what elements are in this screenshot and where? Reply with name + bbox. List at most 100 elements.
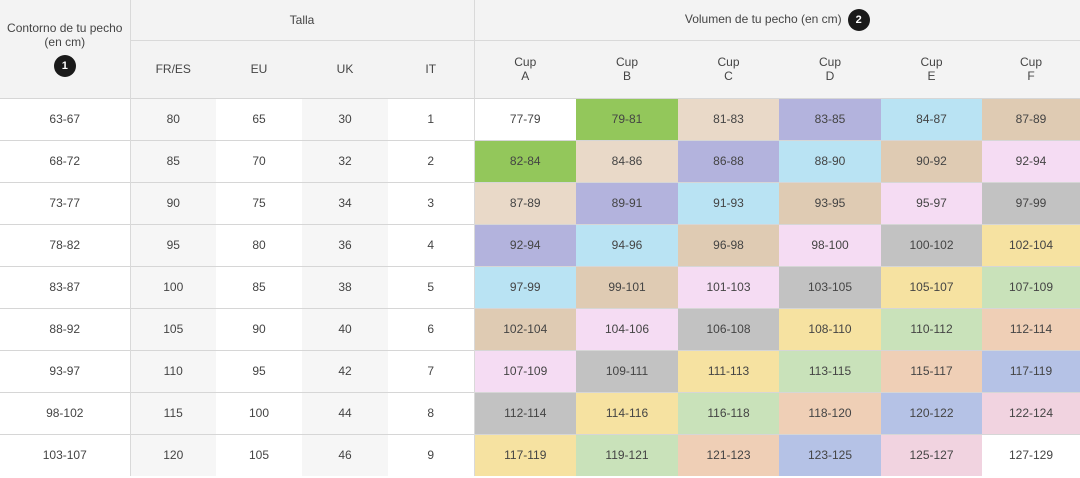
cup-word: Cup — [615, 55, 638, 69]
talla-header: Talla — [130, 0, 475, 41]
size-cell: 7 — [388, 349, 475, 392]
contorno-header-label: Contorno de tu pecho (en cm) — [7, 20, 123, 49]
cup-cell: 87-89 — [982, 97, 1080, 140]
cup-cell: 99-101 — [576, 265, 678, 308]
size-rows: 63-67 80 65 30 1 77-79 79-81 81-83 83-85 84-87 87-… — [0, 97, 1080, 476]
size-cell: 40 — [302, 307, 388, 350]
cup-letter: D — [825, 69, 835, 83]
cup-cell: 117-119 — [982, 349, 1080, 392]
contorno-cell: 93-97 — [0, 349, 131, 392]
table-row: 63-67 80 65 30 1 77-79 79-81 81-83 83-85 84-87 87-… — [0, 97, 1080, 140]
volumen-header-label: Volumen de tu pecho (en cm) — [684, 11, 842, 26]
size-cell: 95 — [216, 349, 302, 392]
cup-cell: 115-117 — [881, 349, 982, 392]
size-column-header: IT — [388, 40, 475, 98]
size-cell: 85 — [130, 139, 216, 182]
table-row: 93-97 110 95 42 7 107-109 109-111 111-113 113-11… — [0, 349, 1080, 392]
cup-column-header: Cup E — [881, 40, 982, 98]
cup-column-header: Cup C — [678, 40, 779, 98]
cup-cell: 90-92 — [881, 139, 982, 182]
table-row: 68-72 85 70 32 2 82-84 84-86 86-88 88-90 90-92 92-… — [0, 139, 1080, 182]
cup-cell: 118-120 — [779, 391, 881, 434]
cup-cell: 91-93 — [678, 181, 779, 224]
cup-column-header: Cup B — [576, 40, 678, 98]
cup-cell: 96-98 — [678, 223, 779, 266]
cup-letter: F — [1027, 69, 1035, 83]
cup-cell: 114-116 — [576, 391, 678, 434]
table-row: 83-87 100 85 38 5 97-99 99-101 101-103 103-105 10… — [0, 265, 1080, 308]
column-header-row: FR/ES EU UK IT Cup A Cup B Cup C Cup D Cup E Cup F — [0, 40, 1080, 98]
cup-column-header: Cup D — [779, 40, 881, 98]
cup-letter: B — [622, 69, 631, 83]
size-cell: 9 — [388, 433, 475, 476]
contorno-cell: 88-92 — [0, 307, 131, 350]
cup-word: Cup — [1020, 55, 1043, 69]
contorno-cell: 83-87 — [0, 265, 131, 308]
volumen-badge: 2 — [847, 8, 870, 31]
size-cell: 46 — [302, 433, 388, 476]
cup-cell: 88-90 — [779, 139, 881, 182]
cup-cell: 117-119 — [474, 433, 576, 476]
size-cell: 95 — [130, 223, 216, 266]
cup-letter: C — [724, 69, 733, 83]
cup-cell: 121-123 — [678, 433, 779, 476]
table-row: 103-107 120 105 46 9 117-119 119-121 121-123 123… — [0, 433, 1080, 476]
table-row: 73-77 90 75 34 3 87-89 89-91 91-93 93-95 95-97 97-… — [0, 181, 1080, 224]
cup-cell: 109-111 — [576, 349, 678, 392]
cup-cell: 107-109 — [474, 349, 576, 392]
size-column-header: FR/ES — [155, 62, 191, 76]
cup-cell: 95-97 — [881, 181, 982, 224]
cup-cell: 125-127 — [881, 433, 982, 476]
cup-cell: 94-96 — [576, 223, 678, 266]
size-cell: 36 — [302, 223, 388, 266]
size-cell: 80 — [216, 223, 302, 266]
cup-cell: 77-79 — [474, 97, 576, 140]
cup-cell: 98-100 — [779, 223, 881, 266]
size-cell: 1 — [388, 97, 475, 140]
volumen-header: Volumen de tu pecho (en cm) 2 — [474, 0, 1080, 41]
size-cell: 90 — [130, 181, 216, 224]
cup-cell: 103-105 — [779, 265, 881, 308]
cup-cell: 119-121 — [576, 433, 678, 476]
size-cell: 38 — [302, 265, 388, 308]
size-cell: 75 — [216, 181, 302, 224]
size-cell: 100 — [216, 391, 302, 434]
size-cell: 6 — [388, 307, 475, 350]
size-cell: 70 — [216, 139, 302, 182]
size-cell: 2 — [388, 139, 475, 182]
contorno-cell: 78-82 — [0, 223, 131, 266]
cup-cell: 82-84 — [474, 139, 576, 182]
cup-cell: 93-95 — [779, 181, 881, 224]
cup-cell: 122-124 — [982, 391, 1080, 434]
size-cell: 115 — [130, 391, 216, 434]
size-cell: 4 — [388, 223, 475, 266]
cup-cell: 108-110 — [779, 307, 881, 350]
size-cell: 105 — [216, 433, 302, 476]
cup-cell: 104-106 — [576, 307, 678, 350]
cup-cell: 87-89 — [474, 181, 576, 224]
cup-cell: 84-86 — [576, 139, 678, 182]
size-cell: 30 — [302, 97, 388, 140]
cup-column-header: Cup F — [982, 40, 1080, 98]
size-column-header: EU — [250, 62, 268, 76]
cup-cell: 111-113 — [678, 349, 779, 392]
table-row: 98-102 115 100 44 8 112-114 114-116 116-118 118-… — [0, 391, 1080, 434]
table-row: 88-92 105 90 40 6 102-104 104-106 106-108 108-11… — [0, 307, 1080, 350]
contorno-header: Contorno de tu pecho (en cm) 1 — [0, 0, 131, 98]
size-cell: 5 — [388, 265, 475, 308]
cup-word: Cup — [514, 55, 537, 69]
cup-cell: 113-115 — [779, 349, 881, 392]
size-cell: 3 — [388, 181, 475, 224]
cup-word: Cup — [717, 55, 740, 69]
cup-cell: 79-81 — [576, 97, 678, 140]
cup-cell: 105-107 — [881, 265, 982, 308]
contorno-badge: 1 — [53, 54, 76, 77]
cup-cell: 101-103 — [678, 265, 779, 308]
cup-cell: 127-129 — [982, 433, 1080, 476]
cup-cell: 100-102 — [881, 223, 982, 266]
size-cell: 100 — [130, 265, 216, 308]
contorno-cell: 103-107 — [0, 433, 131, 476]
size-cell: 8 — [388, 391, 475, 434]
cup-cell: 97-99 — [474, 265, 576, 308]
